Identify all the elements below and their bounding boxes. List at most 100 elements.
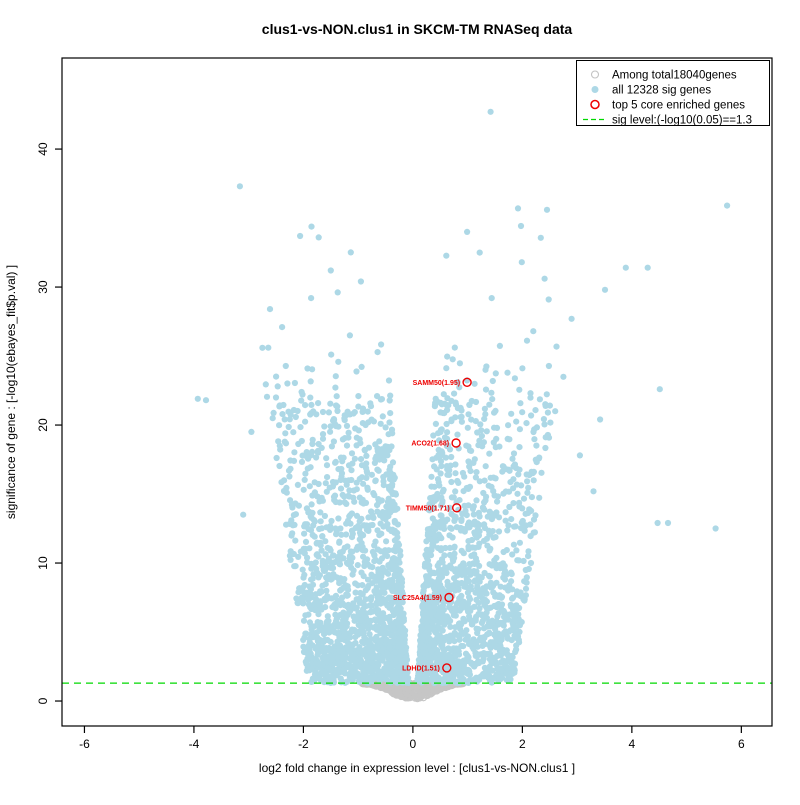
- sig-data-point: [417, 643, 424, 650]
- sig-data-point: [430, 542, 437, 550]
- sig-data-point: [454, 679, 461, 686]
- sig-data-point: [540, 416, 548, 423]
- sig-data-point: [350, 487, 357, 494]
- sig-data-point: [379, 565, 386, 572]
- sig-data-point: [452, 414, 459, 421]
- sig-data-point: [321, 423, 328, 430]
- sig-data-point: [497, 561, 504, 568]
- sig-data-point: [480, 537, 488, 545]
- sig-data-point: [359, 630, 367, 637]
- sig-data-point: [287, 457, 294, 464]
- nonsig-data-point: [405, 693, 413, 701]
- sig-data-point: [369, 675, 376, 682]
- sig-outlier-point: [545, 296, 552, 303]
- sig-data-point: [325, 409, 332, 416]
- sig-data-point: [453, 663, 460, 670]
- sig-data-point: [319, 408, 327, 416]
- sig-data-point: [496, 443, 503, 450]
- sig-data-point: [519, 365, 526, 372]
- sig-data-point: [380, 623, 387, 630]
- sig-data-point: [415, 675, 423, 682]
- sig-data-point: [377, 420, 384, 427]
- sig-data-point: [386, 486, 393, 493]
- sig-data-point: [528, 494, 536, 501]
- sig-outlier-point: [530, 328, 537, 335]
- sig-data-point: [441, 410, 448, 417]
- sig-data-point: [283, 521, 290, 528]
- sig-data-point: [520, 557, 527, 565]
- sig-data-point: [463, 442, 470, 449]
- sig-data-point: [471, 551, 478, 558]
- sig-data-point: [373, 584, 380, 591]
- sig-data-point: [337, 476, 344, 484]
- sig-data-point: [308, 514, 315, 522]
- sig-data-point: [322, 480, 329, 487]
- sig-outlier-point: [487, 108, 494, 115]
- sig-data-point: [372, 538, 379, 545]
- sig-data-point: [355, 647, 362, 655]
- sig-data-point: [438, 512, 445, 519]
- sig-data-point: [319, 431, 327, 438]
- sig-data-point: [452, 401, 460, 408]
- sig-data-point: [334, 289, 341, 296]
- sig-data-point: [438, 502, 445, 509]
- sig-data-point: [291, 379, 298, 387]
- sig-data-point: [448, 525, 455, 532]
- sig-data-point: [460, 526, 467, 533]
- sig-data-point: [466, 596, 474, 603]
- sig-outlier-point: [590, 488, 597, 495]
- nonsig-data-point: [421, 686, 429, 694]
- sig-data-point: [294, 407, 301, 415]
- sig-data-point: [445, 402, 452, 409]
- sig-data-point: [298, 397, 305, 404]
- sig-data-point: [522, 585, 530, 592]
- sig-data-point: [374, 527, 381, 534]
- sig-data-point: [376, 558, 383, 565]
- sig-data-point: [460, 615, 467, 622]
- sig-data-point: [322, 604, 329, 611]
- sig-data-point: [446, 600, 453, 607]
- sig-data-point: [472, 474, 479, 481]
- sig-data-point: [527, 533, 534, 540]
- sig-data-point: [441, 552, 448, 559]
- sig-data-point: [481, 506, 488, 513]
- sig-data-point: [301, 530, 308, 537]
- sig-data-point: [518, 525, 525, 532]
- sig-data-point: [481, 477, 488, 484]
- sig-data-point: [301, 571, 308, 579]
- sig-data-point: [327, 423, 334, 430]
- sig-data-point: [453, 601, 460, 608]
- sig-data-point: [400, 615, 407, 622]
- sig-outlier-point: [259, 344, 266, 351]
- sig-data-point: [374, 349, 381, 356]
- sig-data-point: [317, 598, 324, 605]
- sig-outlier-point: [654, 519, 661, 527]
- sig-data-point: [486, 663, 493, 670]
- sig-data-point: [469, 641, 476, 648]
- sig-data-point: [330, 647, 337, 654]
- sig-data-point: [265, 344, 272, 351]
- sig-data-point: [456, 636, 463, 643]
- sig-data-point: [318, 627, 325, 634]
- sig-data-point: [346, 553, 354, 560]
- sig-data-point: [295, 553, 302, 561]
- sig-data-point: [415, 670, 422, 678]
- sig-data-point: [315, 611, 322, 618]
- sig-data-point: [402, 647, 409, 654]
- sig-data-point: [397, 567, 404, 574]
- sig-data-point: [491, 409, 498, 416]
- sig-data-point: [355, 427, 362, 434]
- sig-data-point: [449, 565, 456, 572]
- sig-data-point: [390, 555, 397, 562]
- sig-outlier-point: [297, 232, 304, 240]
- sig-data-point: [312, 591, 319, 598]
- sig-data-point: [515, 471, 522, 478]
- sig-data-point: [386, 419, 393, 426]
- sig-data-point: [306, 619, 313, 626]
- x-tick-label: -4: [189, 737, 200, 751]
- sig-data-point: [360, 668, 367, 675]
- sig-data-point: [313, 411, 320, 418]
- sig-data-point: [302, 402, 309, 409]
- sig-data-point: [462, 636, 469, 643]
